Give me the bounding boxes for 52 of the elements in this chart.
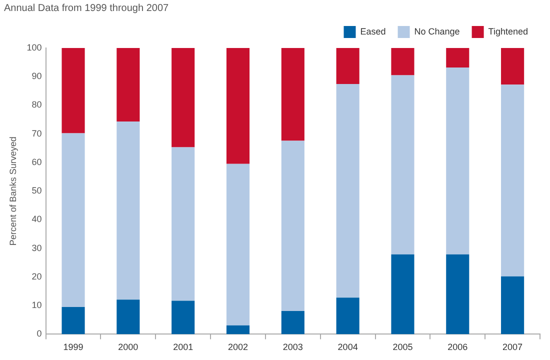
- bar: [226, 48, 250, 164]
- bar: [281, 48, 304, 141]
- bar: [501, 276, 524, 334]
- bar: [62, 307, 85, 334]
- bar: [172, 147, 195, 301]
- x-tick-label: 2003: [282, 342, 303, 352]
- legend-label: No Change: [414, 26, 460, 36]
- y-tick-label: 40: [32, 214, 42, 224]
- bar: [281, 311, 304, 334]
- x-tick-label: 2005: [392, 342, 413, 352]
- y-axis-title: Percent of Banks Surveyed: [8, 136, 18, 246]
- y-tick-label: 90: [32, 71, 42, 82]
- bar: [446, 48, 470, 68]
- x-tick-label: 2006: [448, 342, 468, 352]
- bar: [446, 254, 470, 334]
- bar: [116, 300, 140, 334]
- x-tick-label: 2004: [338, 342, 358, 352]
- y-tick-label: 20: [32, 271, 42, 282]
- y-tick-label: 10: [32, 300, 42, 310]
- bar: [391, 48, 414, 76]
- bar: [391, 254, 414, 334]
- bar: [172, 48, 195, 148]
- bar: [446, 67, 470, 254]
- legend-label: Tightened: [488, 26, 528, 36]
- x-tick-label: 2001: [173, 342, 194, 352]
- x-tick-label: 1999: [63, 342, 84, 352]
- legend-label: Eased: [360, 26, 386, 36]
- bar: [336, 84, 360, 298]
- bar: [116, 122, 140, 300]
- chart-subtitle: Annual Data from 1999 through 2007: [4, 2, 169, 14]
- y-tick-label: 50: [32, 186, 42, 196]
- bar: [281, 140, 304, 312]
- bar: [391, 75, 414, 254]
- y-tick-label: 80: [32, 100, 42, 110]
- y-tick-label: 0: [36, 328, 42, 339]
- y-tick-label: 100: [26, 42, 42, 52]
- x-tick-label: 2007: [502, 342, 523, 352]
- bar: [62, 48, 85, 134]
- y-tick-label: 30: [32, 242, 42, 253]
- bar: [226, 325, 250, 334]
- bar: [336, 48, 360, 84]
- bar: [501, 48, 524, 85]
- x-tick-label: 2000: [118, 342, 138, 352]
- bar: [226, 164, 250, 326]
- bar: [62, 133, 85, 308]
- y-tick-label: 70: [32, 128, 42, 138]
- bar: [172, 300, 195, 334]
- bar: [501, 84, 524, 276]
- y-tick-label: 60: [32, 156, 42, 167]
- x-tick-label: 2002: [228, 342, 248, 352]
- bar: [116, 48, 140, 122]
- bar: [336, 298, 360, 334]
